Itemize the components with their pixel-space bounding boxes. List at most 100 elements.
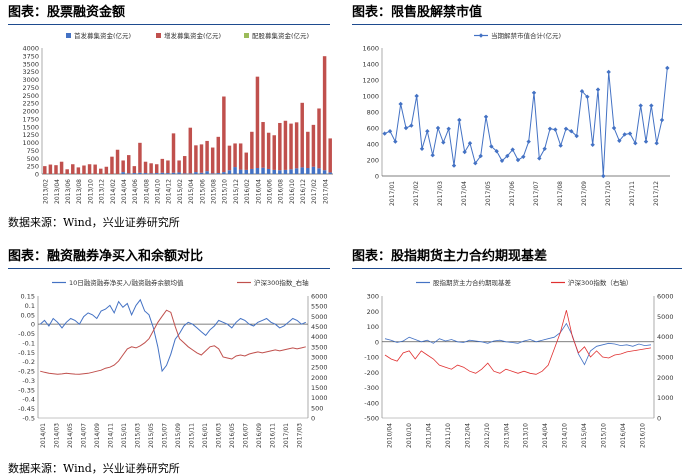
bar-0 bbox=[255, 168, 260, 174]
data-point bbox=[547, 126, 553, 131]
data-point bbox=[579, 89, 585, 94]
y2-tick-label: 3500 bbox=[311, 343, 328, 351]
y-tick-label: 400 bbox=[367, 141, 379, 149]
data-point bbox=[462, 149, 467, 155]
x-tick-label: 2017/12 bbox=[653, 181, 660, 206]
x-tick-label: 2015/06 bbox=[199, 179, 206, 204]
x-tick-label: 2016/12 bbox=[300, 179, 307, 204]
bar-1 bbox=[294, 122, 299, 169]
y2-tick-label: 2500 bbox=[311, 364, 328, 372]
bar-1 bbox=[255, 76, 260, 169]
bar-1 bbox=[82, 165, 86, 174]
bar-1 bbox=[65, 169, 69, 174]
bar-0 bbox=[227, 170, 232, 174]
data-point bbox=[611, 125, 617, 131]
bar-1 bbox=[138, 142, 142, 173]
y2-tick-label: 1500 bbox=[311, 384, 328, 392]
bar-1 bbox=[177, 160, 181, 173]
x-tick-label: 2017/09 bbox=[581, 181, 588, 206]
data-point bbox=[510, 147, 515, 152]
y-tick-label: -100 bbox=[364, 354, 379, 362]
y-tick-label: -0.1 bbox=[22, 339, 35, 347]
bar-1 bbox=[283, 120, 288, 170]
y-tick-label: 3750 bbox=[22, 52, 39, 60]
data-point bbox=[393, 139, 398, 144]
x-tick-label: 2015/10 bbox=[600, 423, 607, 448]
x-tick-label: 2016/09 bbox=[256, 423, 263, 448]
data-point bbox=[387, 129, 393, 134]
bar-0 bbox=[244, 169, 248, 174]
bar-0 bbox=[121, 172, 125, 174]
y2-tick-label: 5000 bbox=[311, 313, 328, 321]
bar-1 bbox=[188, 127, 193, 174]
x-tick-label: 2016/06 bbox=[266, 179, 273, 204]
data-point bbox=[457, 117, 462, 123]
y-tick-label: -400 bbox=[364, 399, 379, 407]
y2-tick-label: 4500 bbox=[311, 323, 328, 331]
x-tick-label: 2011/04 bbox=[426, 423, 433, 448]
x-tick-label: 2017/01 bbox=[283, 423, 290, 448]
x-tick-label: 2017/01 bbox=[389, 181, 396, 206]
x-tick-label: 2015/01 bbox=[121, 423, 128, 448]
y-tick-label: 600 bbox=[367, 125, 379, 133]
bar-0 bbox=[205, 171, 209, 174]
y-tick-label: 2500 bbox=[22, 92, 39, 100]
bar-0 bbox=[294, 168, 299, 174]
x-tick-label: 2014/03 bbox=[53, 423, 60, 448]
data-point bbox=[425, 129, 430, 134]
y-tick-label: -0.5 bbox=[22, 415, 35, 423]
x-tick-label: 2016/05 bbox=[229, 423, 236, 448]
y2-tick-label: 0 bbox=[311, 415, 315, 423]
chart-margin: -0.5 -0.45-0.4 -0.35-0.3-0.25 -0.2-0.15 -0.1… bbox=[18, 278, 328, 448]
bar-0 bbox=[188, 173, 193, 174]
x-tick-label: 2017/04 bbox=[461, 181, 468, 206]
y2-tick-label: 1000 bbox=[311, 394, 328, 402]
bar-1 bbox=[205, 140, 209, 172]
y-tick-label: 250 bbox=[27, 163, 39, 171]
data-point bbox=[478, 153, 483, 159]
bar-0 bbox=[154, 173, 159, 174]
x-tick-label: 2017/07 bbox=[533, 181, 540, 206]
bar-0 bbox=[238, 169, 243, 174]
bar-1 bbox=[71, 164, 75, 174]
x-tick-label: 2017/05 bbox=[485, 181, 492, 206]
y-tick-label: -0.2 bbox=[22, 358, 35, 366]
y-tick-label: 1750 bbox=[22, 115, 39, 123]
bar-0 bbox=[233, 167, 237, 174]
data-point bbox=[435, 125, 441, 131]
y2-tick-label: 4000 bbox=[657, 333, 674, 341]
data-point bbox=[665, 65, 670, 71]
x-tick-label: 2017/10 bbox=[605, 181, 612, 206]
bar-1 bbox=[110, 156, 114, 174]
bar-1 bbox=[54, 165, 58, 174]
x-tick-label: 2014/04 bbox=[542, 423, 549, 448]
data-point bbox=[643, 139, 649, 144]
x-tick-label: 2016/10 bbox=[289, 179, 296, 204]
x-tick-label: 2014/10 bbox=[562, 423, 569, 448]
x-tick-label: 2015/08 bbox=[210, 179, 217, 204]
data-point bbox=[419, 146, 425, 151]
data-point bbox=[409, 123, 414, 128]
y2-tick-label: 4000 bbox=[311, 333, 328, 341]
x-tick-label: 2015/07 bbox=[161, 423, 168, 448]
x-tick-label: 2017/02 bbox=[413, 181, 420, 206]
data-point bbox=[515, 157, 521, 163]
bar-0 bbox=[127, 173, 131, 174]
x-tick-label: 2015/05 bbox=[148, 423, 155, 448]
x-tick-label: 2014/05 bbox=[67, 423, 74, 448]
y-tick-label: 0 bbox=[35, 171, 39, 179]
bar-0 bbox=[266, 168, 271, 174]
y-tick-label: -0.3 bbox=[22, 377, 35, 385]
x-tick-label: 2017/03 bbox=[437, 181, 444, 206]
bar-1 bbox=[250, 131, 254, 169]
y-tick-label: 1000 bbox=[362, 93, 379, 101]
x-tick-label: 2015/11 bbox=[188, 423, 195, 448]
bar-1 bbox=[306, 131, 310, 169]
bar-1 bbox=[160, 158, 165, 173]
x-tick-label: 2014/10 bbox=[155, 179, 162, 204]
y-tick-label: 0.1 bbox=[25, 302, 35, 310]
x-tick-label: 2013/04 bbox=[54, 179, 61, 204]
x-tick-label: 2010/10 bbox=[406, 423, 413, 448]
y-tick-label: 750 bbox=[27, 147, 39, 155]
legend-label-2: 配股募集资金(亿元) bbox=[252, 31, 309, 40]
